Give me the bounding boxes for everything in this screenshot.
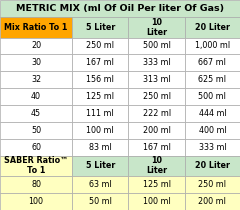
Bar <box>185 54 240 71</box>
Bar <box>185 156 240 176</box>
Bar <box>0 139 72 156</box>
Text: 667 ml: 667 ml <box>198 58 226 67</box>
Text: 20: 20 <box>31 41 41 50</box>
Text: Mix Ratio To 1: Mix Ratio To 1 <box>4 23 68 32</box>
Text: 222 ml: 222 ml <box>143 109 171 118</box>
Bar <box>185 139 240 156</box>
Bar <box>0 88 72 105</box>
Bar <box>128 17 185 38</box>
Bar <box>128 38 185 54</box>
Bar <box>185 105 240 122</box>
Text: 83 ml: 83 ml <box>89 143 112 152</box>
Text: 167 ml: 167 ml <box>86 58 114 67</box>
Text: 125 ml: 125 ml <box>86 92 114 101</box>
Text: 50 ml: 50 ml <box>89 197 112 206</box>
Bar <box>128 88 185 105</box>
Bar <box>72 71 128 88</box>
Text: 20 Liter: 20 Liter <box>195 161 230 171</box>
Text: 500 ml: 500 ml <box>143 41 171 50</box>
Text: 333 ml: 333 ml <box>143 58 170 67</box>
Text: 125 ml: 125 ml <box>143 180 171 189</box>
Text: 100: 100 <box>29 197 43 206</box>
Bar <box>0 71 72 88</box>
Bar <box>0 176 72 193</box>
Text: 333 ml: 333 ml <box>198 143 226 152</box>
Bar <box>72 105 128 122</box>
Bar <box>72 54 128 71</box>
Bar <box>0 17 72 38</box>
Bar <box>72 156 128 176</box>
Text: 40: 40 <box>31 92 41 101</box>
Text: 200 ml: 200 ml <box>198 197 226 206</box>
Text: 45: 45 <box>31 109 41 118</box>
Text: 30: 30 <box>31 58 41 67</box>
Text: 10
Liter: 10 Liter <box>146 156 167 176</box>
Bar <box>0 38 72 54</box>
Bar <box>72 139 128 156</box>
Text: 10
Liter: 10 Liter <box>146 18 167 37</box>
Text: 20 Liter: 20 Liter <box>195 23 230 32</box>
Bar <box>128 122 185 139</box>
Bar <box>72 122 128 139</box>
Bar <box>128 156 185 176</box>
Text: 250 ml: 250 ml <box>198 180 226 189</box>
Text: 167 ml: 167 ml <box>143 143 171 152</box>
Text: 625 ml: 625 ml <box>198 75 226 84</box>
Text: 32: 32 <box>31 75 41 84</box>
Text: 313 ml: 313 ml <box>143 75 170 84</box>
Text: 1,000 ml: 1,000 ml <box>195 41 230 50</box>
Text: 63 ml: 63 ml <box>89 180 112 189</box>
Text: 111 ml: 111 ml <box>86 109 114 118</box>
Bar <box>0 54 72 71</box>
Bar <box>185 71 240 88</box>
Text: 100 ml: 100 ml <box>86 126 114 135</box>
Text: 5 Liter: 5 Liter <box>85 161 115 171</box>
Text: 80: 80 <box>31 180 41 189</box>
Text: 100 ml: 100 ml <box>143 197 170 206</box>
Bar <box>0 193 72 210</box>
Bar <box>185 88 240 105</box>
Bar <box>185 17 240 38</box>
Text: 50: 50 <box>31 126 41 135</box>
Bar <box>185 38 240 54</box>
Bar <box>0 0 240 17</box>
Bar <box>72 193 128 210</box>
Bar <box>128 139 185 156</box>
Bar <box>128 54 185 71</box>
Bar <box>185 176 240 193</box>
Bar <box>0 105 72 122</box>
Bar <box>128 105 185 122</box>
Text: METRIC MIX (ml Of Oil Per liter Of Gas): METRIC MIX (ml Of Oil Per liter Of Gas) <box>16 4 224 13</box>
Text: 250 ml: 250 ml <box>143 92 171 101</box>
Bar <box>185 193 240 210</box>
Text: 400 ml: 400 ml <box>198 126 226 135</box>
Bar <box>72 88 128 105</box>
Text: 200 ml: 200 ml <box>143 126 171 135</box>
Bar <box>128 193 185 210</box>
Bar <box>72 17 128 38</box>
Text: 444 ml: 444 ml <box>198 109 226 118</box>
Text: 250 ml: 250 ml <box>86 41 114 50</box>
Bar <box>72 38 128 54</box>
Text: 156 ml: 156 ml <box>86 75 114 84</box>
Text: 5 Liter: 5 Liter <box>85 23 115 32</box>
Bar <box>72 176 128 193</box>
Bar <box>0 156 72 176</box>
Bar <box>0 122 72 139</box>
Bar <box>128 176 185 193</box>
Text: SABER Ratio™
To 1: SABER Ratio™ To 1 <box>4 156 68 176</box>
Bar <box>128 71 185 88</box>
Text: 60: 60 <box>31 143 41 152</box>
Bar <box>185 122 240 139</box>
Text: 500 ml: 500 ml <box>198 92 226 101</box>
